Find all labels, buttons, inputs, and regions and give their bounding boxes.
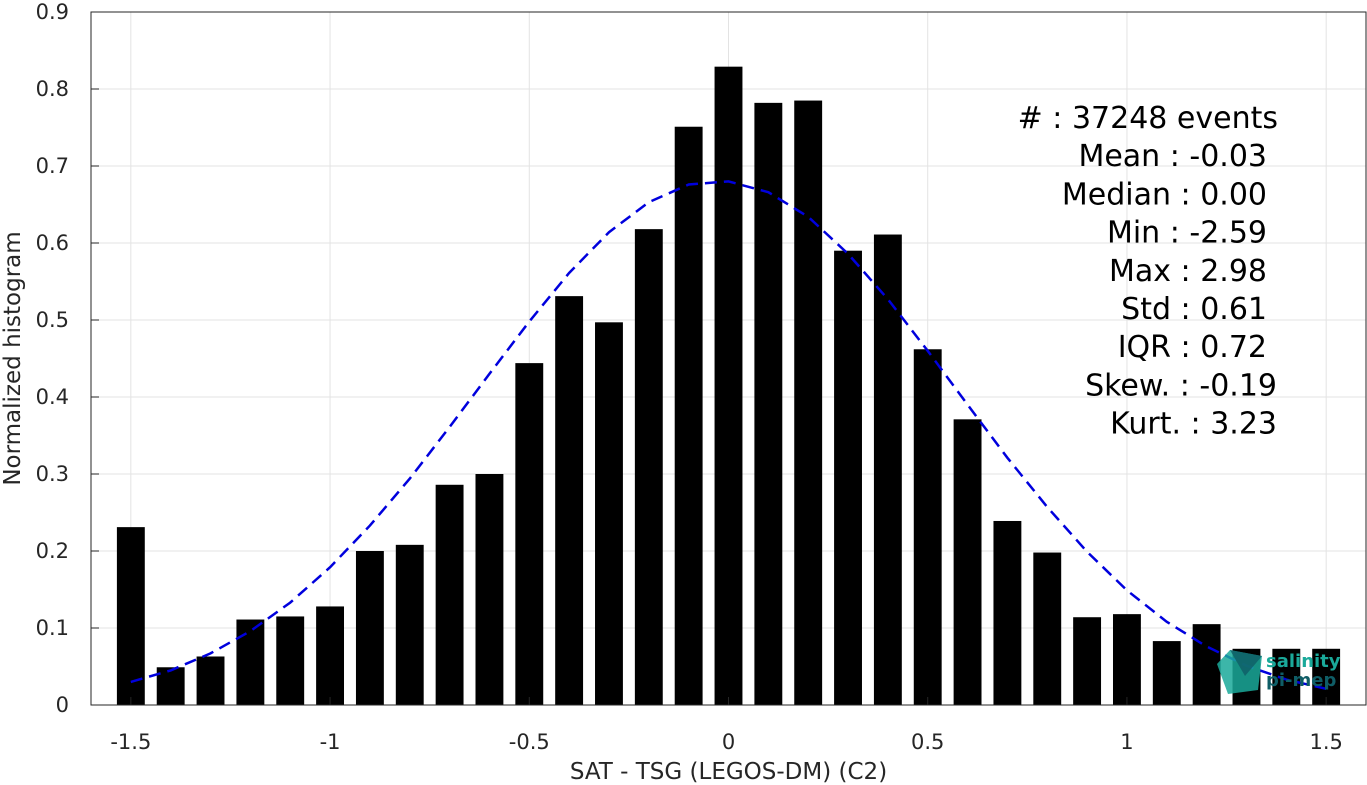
x-axis-ticks: -1.5 -1 -0.5 0 0.5 1 1.5 bbox=[110, 697, 1343, 754]
stat-line: # : 37248 events bbox=[1018, 101, 1278, 136]
stat-value: : -0.03 bbox=[1170, 139, 1267, 174]
y-tick-label: 0.3 bbox=[36, 462, 69, 486]
histogram-bar bbox=[634, 229, 663, 705]
stat-value: : 2.98 bbox=[1181, 254, 1267, 289]
histogram-bar bbox=[475, 474, 504, 705]
histogram-bar bbox=[1033, 552, 1062, 705]
stat-label: Kurt. bbox=[1110, 407, 1190, 442]
x-tick-label: 1.5 bbox=[1309, 730, 1342, 754]
stat-value: : 0.72 bbox=[1181, 330, 1267, 365]
y-axis-ticks: 0 0.1 0.2 0.3 0.4 0.5 0.6 0.7 0.8 0.9 bbox=[36, 0, 99, 717]
histogram-bar bbox=[1312, 648, 1341, 705]
histogram-bar bbox=[515, 363, 544, 705]
stat-line: Skew. : -0.19 bbox=[1085, 368, 1277, 403]
x-tick-label: -0.5 bbox=[509, 730, 550, 754]
y-tick-label: 0.1 bbox=[36, 616, 69, 640]
stat-label: IQR bbox=[1118, 330, 1181, 365]
histogram-bar bbox=[953, 419, 982, 705]
histogram-bar bbox=[116, 527, 145, 705]
histogram-bar bbox=[993, 520, 1022, 705]
x-tick-label: 0 bbox=[722, 730, 735, 754]
y-tick-label: 0.7 bbox=[36, 154, 69, 178]
y-tick-label: 0 bbox=[56, 693, 69, 717]
histogram-bars bbox=[116, 66, 1341, 706]
logo-mark-shade-icon bbox=[1230, 650, 1262, 676]
histogram-bar bbox=[913, 349, 942, 705]
salinity-pimep-logo: salinity pi-mep bbox=[1217, 650, 1341, 694]
x-axis-title: SAT - TSG (LEGOS-DM) (C2) bbox=[570, 759, 887, 785]
y-tick-label: 0.2 bbox=[36, 539, 69, 563]
y-axis-title: Normalized histogram bbox=[0, 231, 26, 485]
histogram-bar bbox=[276, 616, 305, 705]
stat-line: Max : 2.98 bbox=[1109, 254, 1267, 289]
histogram-bar bbox=[236, 619, 265, 705]
logo-text-line2: pi-mep bbox=[1266, 670, 1336, 691]
histogram-bar bbox=[1112, 614, 1141, 705]
logo-text-line1: salinity bbox=[1266, 651, 1341, 672]
stat-value: : 37248 events bbox=[1052, 101, 1278, 136]
histogram-bar bbox=[156, 667, 185, 705]
stat-line: Kurt. : 3.23 bbox=[1110, 407, 1277, 442]
histogram-bar bbox=[395, 544, 424, 705]
histogram-bar bbox=[595, 322, 623, 705]
histogram-bar bbox=[196, 656, 225, 705]
stat-value: : -2.59 bbox=[1170, 216, 1267, 251]
x-tick-label: -1.5 bbox=[110, 730, 151, 754]
stat-line: Std : 0.61 bbox=[1121, 292, 1267, 327]
stat-label: # bbox=[1018, 101, 1053, 136]
x-tick-label: -1 bbox=[320, 730, 341, 754]
stat-label: Min bbox=[1107, 216, 1170, 251]
histogram-bar bbox=[435, 484, 464, 705]
stat-label: Max bbox=[1109, 254, 1181, 289]
x-tick-label: 1 bbox=[1120, 730, 1133, 754]
histogram-bar bbox=[754, 102, 783, 706]
y-tick-label: 0.6 bbox=[36, 231, 69, 255]
y-tick-label: 0.9 bbox=[36, 0, 69, 24]
x-tick-label: 0.5 bbox=[911, 730, 944, 754]
stat-line: Median : 0.00 bbox=[1062, 177, 1267, 212]
stat-line: Min : -2.59 bbox=[1107, 216, 1267, 251]
histogram-bar bbox=[873, 234, 902, 705]
y-tick-label: 0.5 bbox=[36, 308, 69, 332]
stat-line: Mean : -0.03 bbox=[1078, 139, 1267, 174]
histogram-bar bbox=[674, 126, 703, 706]
stat-value: : 3.23 bbox=[1191, 407, 1277, 442]
histogram-bar bbox=[714, 66, 743, 706]
stat-value: : -0.19 bbox=[1180, 368, 1277, 403]
histogram-bar bbox=[355, 551, 384, 705]
stat-value: : 0.00 bbox=[1181, 177, 1267, 212]
histogram-bar bbox=[1073, 617, 1102, 705]
histogram-bar bbox=[1152, 641, 1181, 705]
stat-label: Std bbox=[1121, 292, 1180, 327]
histogram-bar bbox=[794, 100, 823, 706]
stat-label: Mean bbox=[1078, 139, 1169, 174]
stat-label: Median bbox=[1062, 177, 1181, 212]
histogram-bar bbox=[834, 250, 862, 705]
gaussian-fit-line bbox=[130, 180, 1327, 691]
stat-value: : 0.61 bbox=[1181, 292, 1267, 327]
histogram-bar bbox=[316, 606, 345, 705]
y-tick-label: 0.8 bbox=[36, 77, 69, 101]
stat-line: IQR : 0.72 bbox=[1118, 330, 1267, 365]
gaussian-fit-curve bbox=[130, 180, 1327, 691]
histogram-bar bbox=[1272, 648, 1301, 705]
stat-label: Skew. bbox=[1085, 368, 1180, 403]
y-tick-label: 0.4 bbox=[36, 385, 69, 409]
histogram-bar bbox=[1192, 624, 1221, 705]
histogram-bar bbox=[555, 296, 584, 705]
